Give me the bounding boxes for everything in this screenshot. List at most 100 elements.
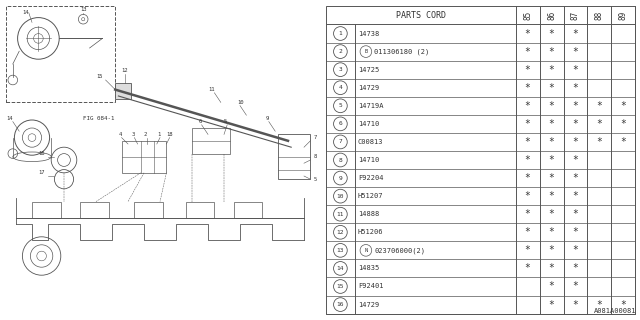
Text: H51206: H51206 xyxy=(358,229,383,235)
Text: *: * xyxy=(573,155,579,165)
Text: *: * xyxy=(573,83,579,93)
Text: 023706000(2): 023706000(2) xyxy=(374,247,425,254)
Text: 011306180 (2): 011306180 (2) xyxy=(374,48,429,55)
Text: 6: 6 xyxy=(339,121,342,126)
Text: 14710: 14710 xyxy=(358,121,379,127)
Text: 2: 2 xyxy=(339,49,342,54)
Text: F92204: F92204 xyxy=(358,175,383,181)
Text: 12: 12 xyxy=(337,230,344,235)
Text: 11: 11 xyxy=(208,87,214,92)
Text: *: * xyxy=(596,119,602,129)
Text: *: * xyxy=(573,282,579,292)
Text: *: * xyxy=(548,300,554,309)
Text: N: N xyxy=(364,248,367,253)
Text: 4: 4 xyxy=(118,132,122,137)
Text: F92401: F92401 xyxy=(358,284,383,290)
Text: *: * xyxy=(525,173,531,183)
Text: 14725: 14725 xyxy=(358,67,379,73)
Text: *: * xyxy=(596,300,602,309)
Text: *: * xyxy=(620,300,626,309)
Text: 15: 15 xyxy=(96,74,102,79)
Text: 6: 6 xyxy=(198,119,202,124)
Text: FIG 084-1: FIG 084-1 xyxy=(83,116,115,121)
Text: 8: 8 xyxy=(314,154,317,159)
Text: *: * xyxy=(525,101,531,111)
FancyBboxPatch shape xyxy=(115,83,131,99)
Text: 13: 13 xyxy=(337,248,344,253)
Text: *: * xyxy=(573,119,579,129)
Text: 1: 1 xyxy=(157,132,160,137)
Text: *: * xyxy=(548,101,554,111)
Text: *: * xyxy=(573,209,579,219)
Text: 18: 18 xyxy=(166,132,173,137)
Text: A081A00081: A081A00081 xyxy=(595,308,637,314)
Text: 10: 10 xyxy=(337,194,344,199)
Text: 14738: 14738 xyxy=(358,30,379,36)
Text: *: * xyxy=(525,119,531,129)
Text: *: * xyxy=(548,263,554,273)
Text: 13: 13 xyxy=(80,7,86,12)
Text: *: * xyxy=(548,119,554,129)
Text: 7: 7 xyxy=(339,140,342,144)
Text: 8: 8 xyxy=(339,157,342,163)
Text: 4: 4 xyxy=(339,85,342,90)
Text: *: * xyxy=(573,300,579,309)
Text: H51207: H51207 xyxy=(358,193,383,199)
Text: *: * xyxy=(573,227,579,237)
Text: *: * xyxy=(548,191,554,201)
Text: 10: 10 xyxy=(237,100,243,105)
Text: 5: 5 xyxy=(314,177,317,182)
Text: *: * xyxy=(573,28,579,38)
Text: 88: 88 xyxy=(595,11,604,20)
Text: *: * xyxy=(596,137,602,147)
Text: *: * xyxy=(548,282,554,292)
Text: C00813: C00813 xyxy=(358,139,383,145)
Text: *: * xyxy=(573,173,579,183)
Text: *: * xyxy=(548,137,554,147)
Text: *: * xyxy=(525,65,531,75)
Text: *: * xyxy=(548,245,554,255)
Text: 14888: 14888 xyxy=(358,211,379,217)
Text: 16: 16 xyxy=(38,151,45,156)
Text: *: * xyxy=(548,83,554,93)
Text: 9: 9 xyxy=(339,176,342,180)
Text: 9: 9 xyxy=(266,116,269,121)
Text: *: * xyxy=(548,65,554,75)
Text: *: * xyxy=(525,47,531,57)
Text: 1: 1 xyxy=(339,31,342,36)
Text: *: * xyxy=(525,191,531,201)
Text: 14710: 14710 xyxy=(358,157,379,163)
Text: 14: 14 xyxy=(22,10,29,15)
Text: 14835: 14835 xyxy=(358,265,379,271)
Text: *: * xyxy=(525,263,531,273)
Text: *: * xyxy=(548,209,554,219)
Text: 12: 12 xyxy=(122,68,128,73)
Text: *: * xyxy=(525,209,531,219)
Text: *: * xyxy=(548,155,554,165)
Text: 87: 87 xyxy=(571,11,580,20)
Text: *: * xyxy=(525,28,531,38)
Text: *: * xyxy=(573,101,579,111)
Text: 2: 2 xyxy=(144,132,147,137)
Text: *: * xyxy=(596,101,602,111)
Text: *: * xyxy=(573,245,579,255)
Text: *: * xyxy=(573,191,579,201)
Text: 14: 14 xyxy=(337,266,344,271)
Text: *: * xyxy=(548,47,554,57)
Text: *: * xyxy=(620,137,626,147)
Text: 5: 5 xyxy=(224,119,227,124)
Text: 14729: 14729 xyxy=(358,85,379,91)
Text: 89: 89 xyxy=(619,11,628,20)
Text: 3: 3 xyxy=(339,67,342,72)
Text: *: * xyxy=(525,137,531,147)
Text: 15: 15 xyxy=(337,284,344,289)
Text: *: * xyxy=(525,83,531,93)
Text: 11: 11 xyxy=(337,212,344,217)
Text: 14719A: 14719A xyxy=(358,103,383,109)
Text: 14729: 14729 xyxy=(358,301,379,308)
Text: *: * xyxy=(573,137,579,147)
Text: *: * xyxy=(525,227,531,237)
Text: *: * xyxy=(573,65,579,75)
Text: *: * xyxy=(620,119,626,129)
Text: *: * xyxy=(525,245,531,255)
